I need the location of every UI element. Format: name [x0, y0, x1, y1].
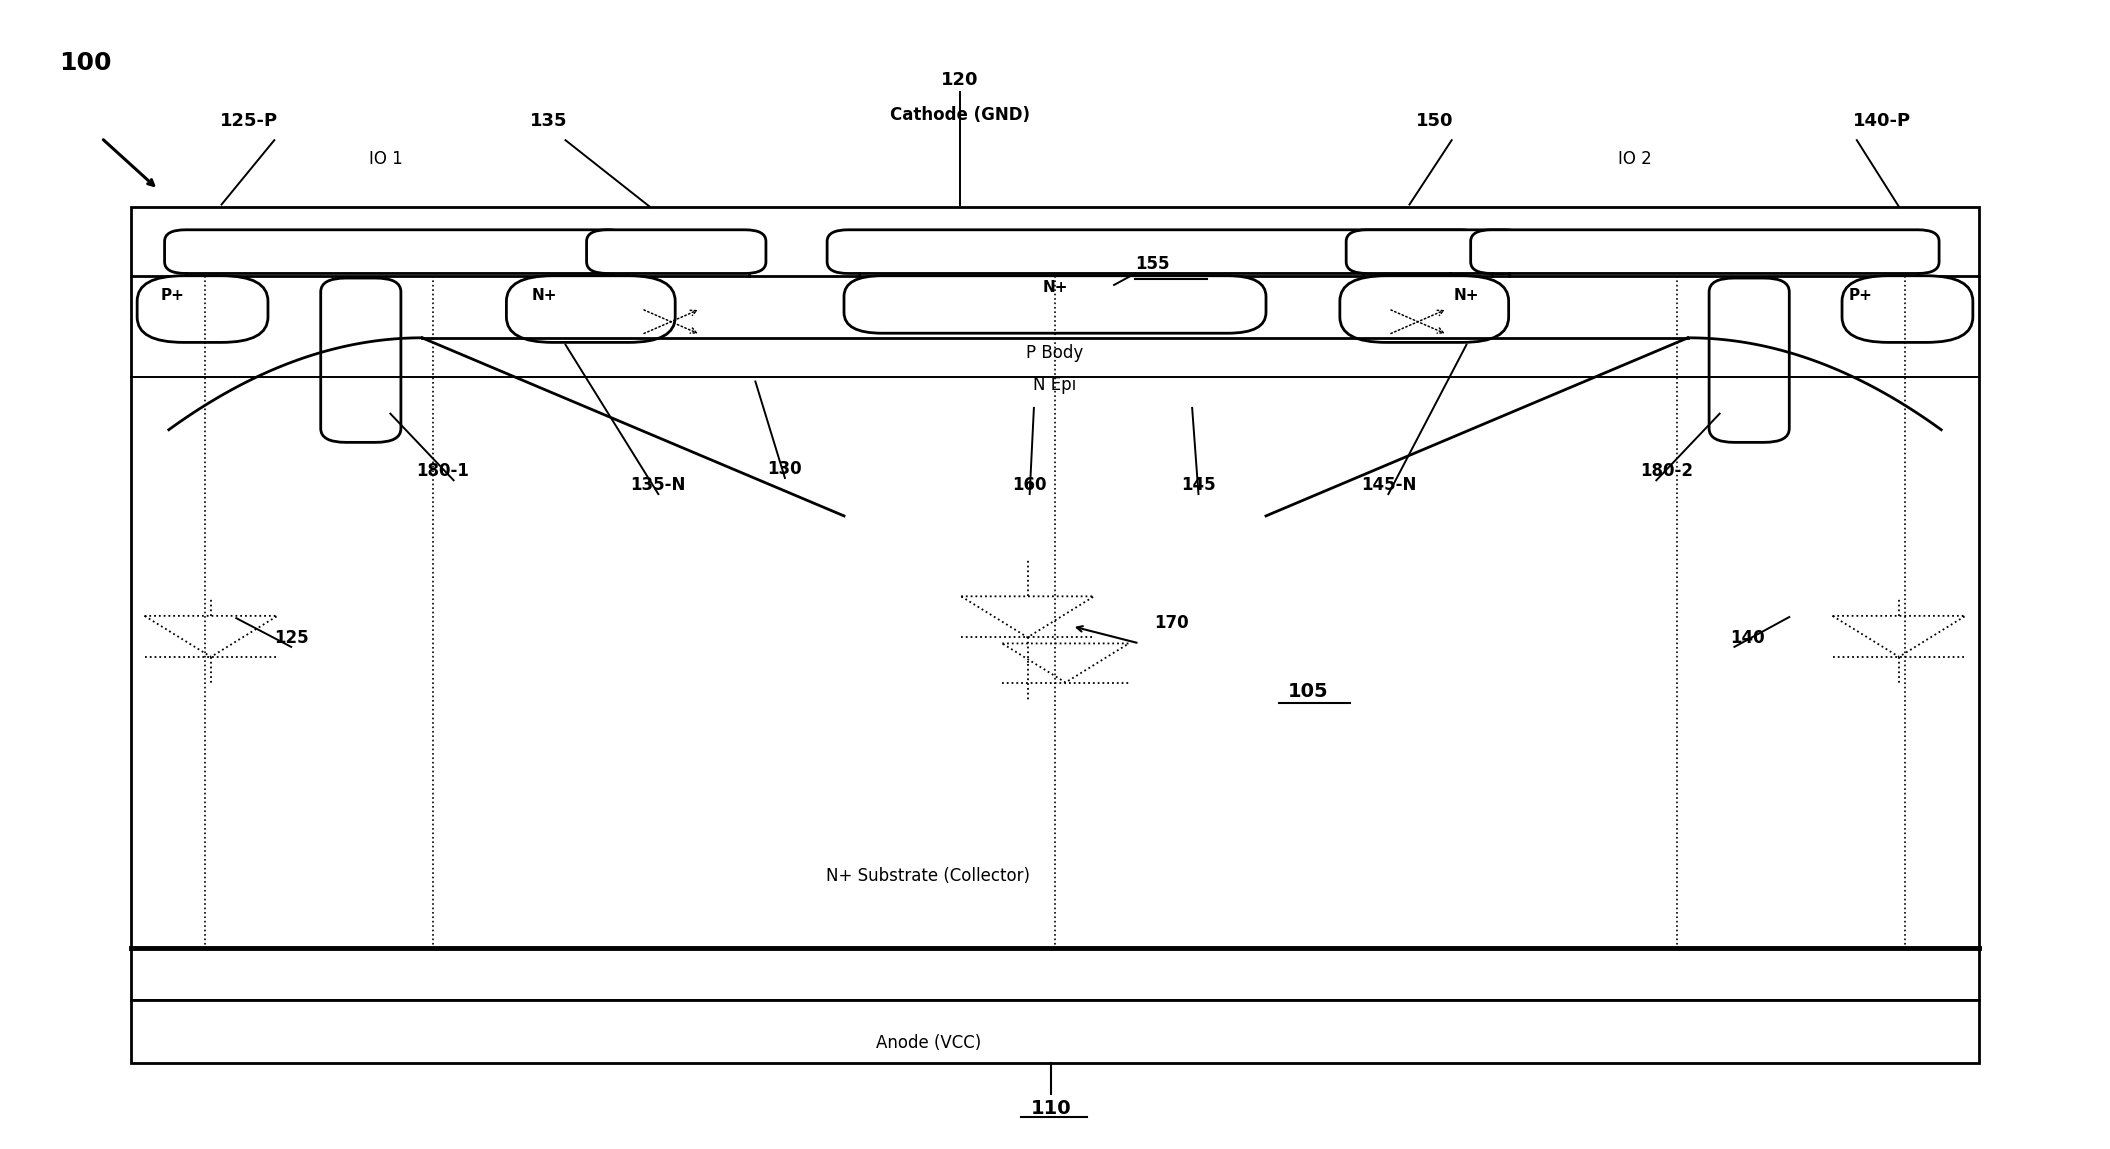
- Text: Anode (VCC): Anode (VCC): [876, 1034, 981, 1052]
- FancyBboxPatch shape: [1346, 230, 1526, 273]
- FancyBboxPatch shape: [1709, 278, 1789, 442]
- FancyBboxPatch shape: [1842, 276, 1973, 342]
- Text: 125: 125: [274, 629, 308, 647]
- FancyBboxPatch shape: [844, 276, 1266, 333]
- Text: 155: 155: [1135, 255, 1169, 273]
- Text: 180-2: 180-2: [1639, 462, 1694, 480]
- FancyBboxPatch shape: [1471, 230, 1939, 273]
- Text: 145-N: 145-N: [1361, 476, 1416, 494]
- Text: 105: 105: [1287, 683, 1329, 701]
- FancyBboxPatch shape: [165, 230, 629, 273]
- Text: Cathode (GND): Cathode (GND): [890, 106, 1030, 124]
- Text: 160: 160: [1013, 476, 1047, 494]
- FancyBboxPatch shape: [587, 230, 766, 273]
- Text: N+: N+: [1042, 279, 1068, 295]
- Text: 180-1: 180-1: [416, 462, 471, 480]
- Text: 145: 145: [1182, 476, 1215, 494]
- FancyBboxPatch shape: [137, 276, 268, 342]
- Text: N+ Substrate (Collector): N+ Substrate (Collector): [827, 866, 1030, 885]
- Text: 120: 120: [941, 71, 979, 90]
- FancyBboxPatch shape: [506, 276, 675, 342]
- Text: N+: N+: [532, 287, 557, 303]
- FancyBboxPatch shape: [827, 230, 1481, 273]
- FancyBboxPatch shape: [321, 278, 401, 442]
- Text: P+: P+: [160, 287, 186, 303]
- Text: P+: P+: [1848, 287, 1874, 303]
- Text: P Body: P Body: [1025, 344, 1085, 362]
- Text: 110: 110: [1030, 1100, 1072, 1118]
- Bar: [131, 1000, 1979, 1063]
- Text: 135-N: 135-N: [631, 476, 686, 494]
- Text: 130: 130: [768, 460, 802, 478]
- Text: 150: 150: [1416, 111, 1454, 130]
- Text: IO 1: IO 1: [369, 149, 403, 168]
- Text: 100: 100: [59, 52, 112, 75]
- FancyBboxPatch shape: [1340, 276, 1509, 342]
- Text: N+: N+: [1454, 287, 1479, 303]
- Text: 170: 170: [1154, 614, 1188, 632]
- Text: 140: 140: [1730, 629, 1764, 647]
- Text: IO 2: IO 2: [1618, 149, 1652, 168]
- Bar: [131, 207, 1979, 1000]
- Text: 125-P: 125-P: [219, 111, 279, 130]
- Text: 140-P: 140-P: [1853, 111, 1912, 130]
- Text: N Epi: N Epi: [1034, 376, 1076, 394]
- Text: 135: 135: [530, 111, 568, 130]
